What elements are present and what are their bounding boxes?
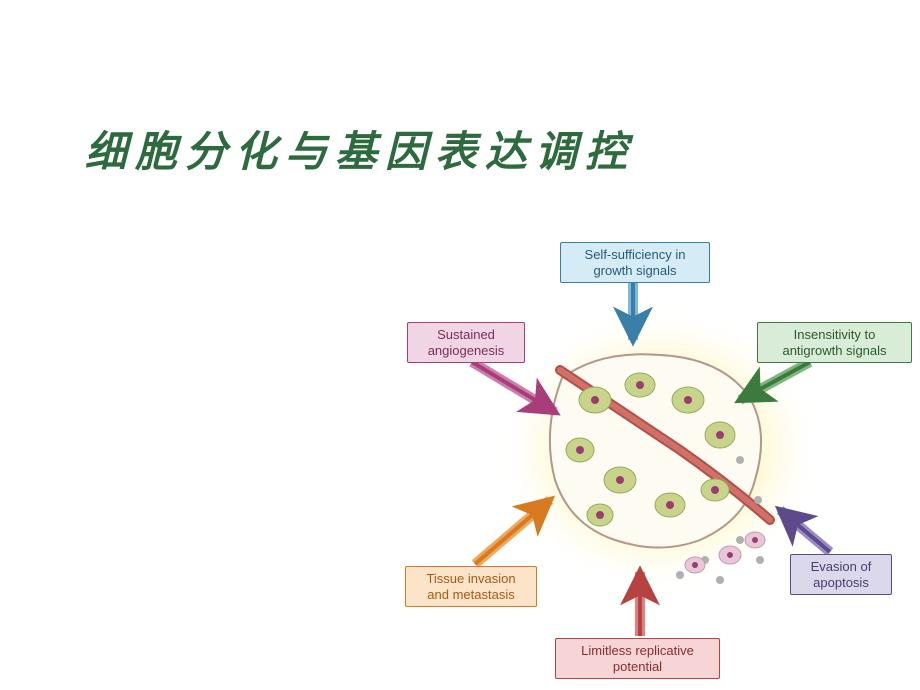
label-self-sufficiency: Self-sufficiency in growth signals	[560, 242, 710, 283]
label-evasion: Evasion of apoptosis	[790, 554, 892, 595]
label-line1: Evasion of	[811, 559, 872, 574]
label-tissue-invasion: Tissue invasion and metastasis	[405, 566, 537, 607]
label-line2: growth signals	[593, 263, 676, 278]
label-line1: Limitless replicative	[581, 643, 694, 658]
label-line2: and metastasis	[427, 587, 514, 602]
label-line2: apoptosis	[813, 575, 869, 590]
label-line2: potential	[613, 659, 662, 674]
label-line1: Insensitivity to	[794, 327, 876, 342]
label-line2: angiogenesis	[428, 343, 505, 358]
label-limitless: Limitless replicative potential	[555, 638, 720, 679]
label-line1: Sustained	[437, 327, 495, 342]
label-line1: Tissue invasion	[426, 571, 515, 586]
label-line2: antigrowth signals	[782, 343, 886, 358]
label-line1: Self-sufficiency in	[585, 247, 686, 262]
label-insensitivity: Insensitivity to antigrowth signals	[757, 322, 912, 363]
label-sustained: Sustained angiogenesis	[407, 322, 525, 363]
